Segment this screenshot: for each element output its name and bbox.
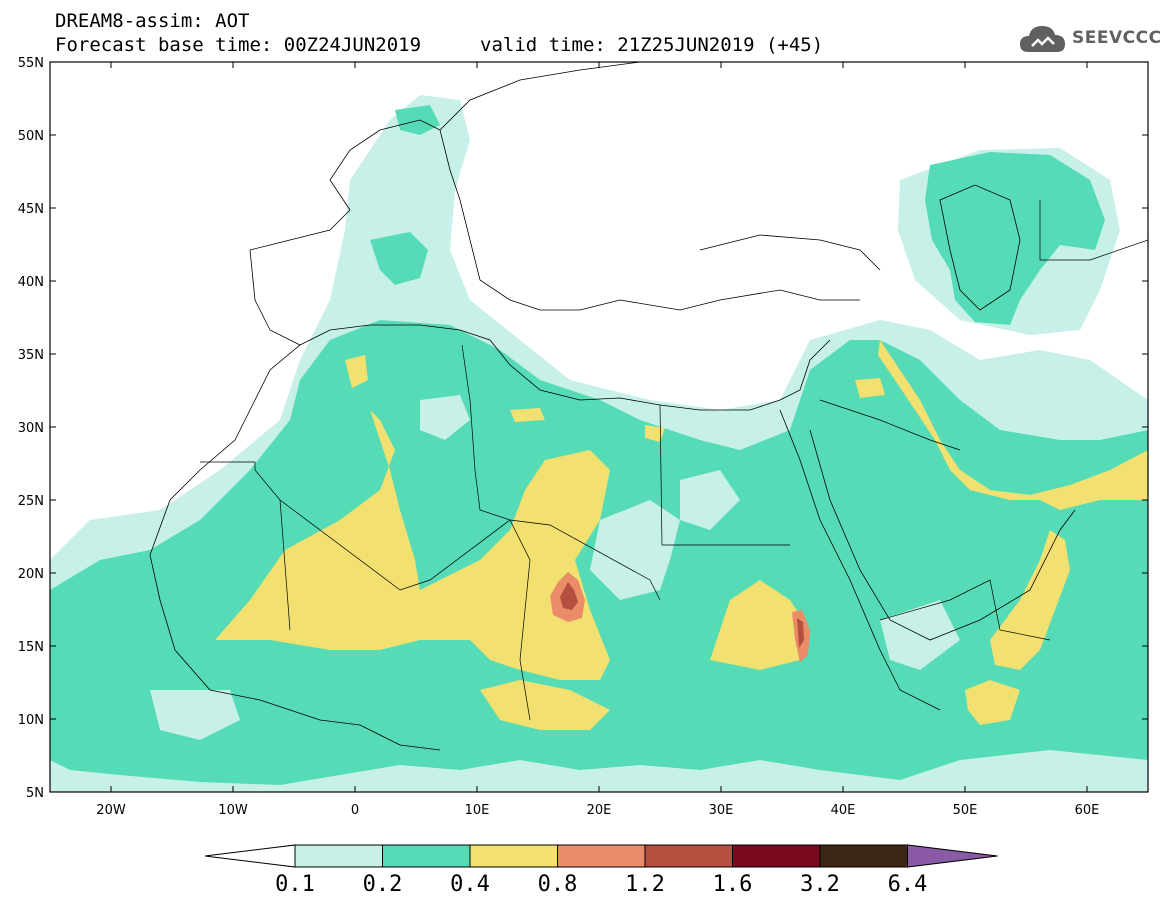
lat-label: 20N [18, 567, 44, 582]
lat-label: 30N [18, 421, 44, 436]
colorbar-segment [382, 844, 471, 868]
country-borders [200, 200, 1148, 721]
lon-label: 50E [953, 803, 978, 818]
lon-label: 10W [218, 803, 248, 818]
colorbar-tick-label: 1.2 [625, 872, 665, 897]
colorbar-high-triangle [907, 844, 998, 868]
lat-label: 55N [18, 56, 44, 71]
colorbar-tick-label: 3.2 [800, 872, 840, 897]
lat-label: 15N [18, 640, 44, 655]
map-title: DREAM8-assim: AOT [55, 10, 250, 32]
aot-gaps [150, 395, 960, 740]
lat-label: 45N [18, 202, 44, 217]
colorbar-tick-label: 0.8 [538, 872, 578, 897]
colorbar-segment [732, 844, 821, 868]
colorbar-segment [557, 844, 646, 868]
colorbar-segment [469, 844, 558, 868]
logo-text: SEEVCCC [1072, 28, 1162, 48]
cloud-icon [1020, 26, 1065, 52]
seevccc-logo: SEEVCCC [1018, 22, 1161, 58]
lat-label: 50N [18, 129, 44, 144]
lon-label: 20W [96, 803, 126, 818]
colorbar-segment [644, 844, 733, 868]
longitude-axis: 20W 10W 0 10E 20E 30E 40E 50E 60E [96, 62, 1099, 818]
lon-label: 60E [1075, 803, 1100, 818]
coastlines [149, 62, 1076, 751]
lat-label: 40N [18, 275, 44, 290]
lat-label: 35N [18, 348, 44, 363]
aot-field [50, 62, 1148, 792]
lon-label: 20E [587, 803, 612, 818]
aot-level-very-high [560, 582, 804, 648]
lat-label: 10N [18, 713, 44, 728]
aot-level-medium [215, 340, 1148, 730]
colorbar [204, 844, 998, 868]
lat-label: 5N [26, 786, 44, 801]
valid-time: valid time: 21Z25JUN2019 (+45) [480, 34, 824, 56]
lon-label: 30E [709, 803, 734, 818]
colorbar-segment [294, 844, 383, 868]
lat-label: 25N [18, 494, 44, 509]
colorbar-segment [819, 844, 908, 868]
lon-label: 0 [351, 803, 359, 818]
forecast-base-time: Forecast base time: 00Z24JUN2019 [55, 34, 422, 56]
colorbar-labels: 0.1 0.2 0.4 0.8 1.2 1.6 3.2 6.4 [275, 872, 927, 897]
colorbar-tick-label: 1.6 [713, 872, 753, 897]
lon-label: 10E [465, 803, 490, 818]
colorbar-low-triangle [204, 844, 296, 868]
lon-label: 40E [831, 803, 856, 818]
colorbar-tick-label: 6.4 [888, 872, 928, 897]
colorbar-tick-label: 0.4 [450, 872, 490, 897]
colorbar-tick-label: 0.2 [363, 872, 403, 897]
latitude-axis: 55N 50N 45N 40N 35N 30N 25N 20N 15N 10N 5N [18, 56, 1148, 801]
colorbar-tick-label: 0.1 [275, 872, 315, 897]
